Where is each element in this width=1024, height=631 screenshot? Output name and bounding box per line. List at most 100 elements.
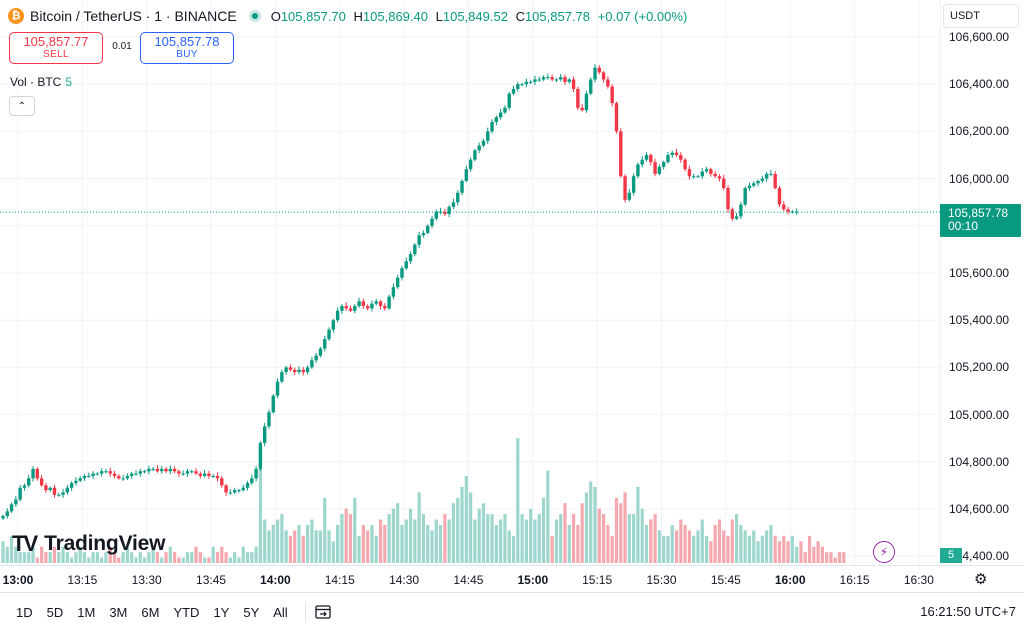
collapse-legend-button[interactable]: ⌃ bbox=[9, 96, 35, 116]
volume-bar bbox=[14, 546, 18, 563]
volume-bar bbox=[653, 514, 657, 563]
candle-body bbox=[267, 412, 271, 427]
candle-body bbox=[130, 473, 134, 476]
volume-bar bbox=[142, 557, 147, 563]
candle-body bbox=[344, 306, 348, 309]
price-axis-label: 105,200.00 bbox=[949, 360, 1010, 375]
time-axis-label: 16:00 bbox=[774, 573, 806, 587]
symbol-header: ₿ Bitcoin / TetherUS · 1 · BINANCE O105,… bbox=[8, 6, 691, 26]
candle-body bbox=[563, 77, 567, 82]
candle-body bbox=[640, 159, 644, 165]
candle-body bbox=[507, 93, 511, 108]
candle-body bbox=[9, 504, 14, 512]
volume-bar bbox=[563, 503, 567, 563]
candle-body bbox=[661, 162, 666, 167]
volume-bar bbox=[580, 503, 584, 563]
volume-bar bbox=[305, 524, 310, 563]
candle-body bbox=[704, 169, 709, 172]
volume-bar bbox=[709, 541, 713, 563]
candle-body bbox=[155, 468, 160, 472]
volume-bar bbox=[606, 524, 610, 563]
sell-button[interactable]: 105,857.77 SELL bbox=[9, 32, 103, 64]
time-axis-label: 13:45 bbox=[196, 573, 227, 587]
volume-bar bbox=[687, 530, 691, 563]
volume-bar bbox=[263, 519, 267, 563]
time-axis[interactable]: ⚙ 13:00 13:15 13:30 13:45 14:00 14:15 14:30 14:… bbox=[0, 565, 1024, 592]
candle-body bbox=[636, 164, 640, 177]
volume-bar bbox=[254, 546, 258, 563]
candle-body bbox=[220, 478, 224, 486]
volume-bar bbox=[417, 492, 421, 563]
volume-bar bbox=[177, 557, 181, 563]
volume-bar bbox=[426, 524, 430, 563]
price-axis-label: 106,400.00 bbox=[949, 77, 1010, 92]
volume-bar bbox=[198, 552, 202, 563]
candle-body bbox=[567, 79, 571, 82]
symbol-title[interactable]: Bitcoin / TetherUS · 1 · BINANCE bbox=[30, 8, 237, 24]
candle-body bbox=[288, 367, 293, 370]
buy-button[interactable]: 105,857.78 BUY bbox=[140, 32, 234, 64]
price-chart[interactable] bbox=[0, 0, 940, 565]
volume-bar bbox=[61, 546, 65, 563]
candle-body bbox=[160, 468, 164, 472]
candlestick-chart-svg[interactable] bbox=[0, 0, 940, 565]
volume-bar bbox=[237, 557, 241, 563]
gear-icon[interactable]: ⚙ bbox=[974, 571, 988, 588]
volume-bar bbox=[807, 535, 812, 563]
candle-body bbox=[794, 211, 799, 213]
volume-indicator-legend[interactable]: Vol · BTC 5 bbox=[10, 75, 72, 89]
candle-body bbox=[228, 492, 233, 494]
tradingview-logo[interactable]: TV TradingView bbox=[12, 531, 165, 557]
time-axis-label: 14:30 bbox=[389, 573, 420, 587]
volume-bar bbox=[833, 557, 837, 563]
change-value: +0.07 (+0.00%) bbox=[597, 8, 688, 24]
candle-body bbox=[78, 478, 82, 481]
candle-body bbox=[297, 369, 301, 373]
volume-bar bbox=[391, 508, 395, 563]
candle-body bbox=[528, 81, 533, 83]
candle-body bbox=[674, 152, 679, 155]
candle-body bbox=[537, 79, 541, 81]
range-1m[interactable]: 1M bbox=[77, 604, 96, 620]
volume-bar bbox=[104, 552, 108, 563]
volume-bar bbox=[829, 552, 833, 563]
close-key: C bbox=[515, 8, 525, 24]
candle-body bbox=[468, 159, 473, 170]
volume-bar bbox=[730, 519, 734, 563]
candle-body bbox=[426, 225, 430, 233]
candle-body bbox=[194, 471, 198, 474]
volume-bar bbox=[443, 514, 447, 563]
volume-bar bbox=[387, 514, 391, 563]
range-3m[interactable]: 3M bbox=[109, 604, 128, 620]
currency-selector[interactable]: USDT bbox=[943, 4, 1019, 28]
price-axis[interactable]: 106,600.00 106,400.00 106,200.00 106,000.00… bbox=[940, 0, 1024, 565]
volume-bar bbox=[293, 530, 297, 563]
range-1d[interactable]: 1D bbox=[16, 604, 33, 620]
date-range-icon[interactable] bbox=[312, 601, 334, 623]
candle-body bbox=[786, 209, 790, 212]
volume-bar bbox=[473, 519, 477, 563]
candle-body bbox=[451, 202, 456, 207]
ohlc-values: O105,857.70 H105,869.40 L105,849.52 C105… bbox=[271, 9, 692, 24]
volume-bar bbox=[610, 535, 614, 563]
candle-body bbox=[696, 176, 700, 178]
volume-bar bbox=[82, 552, 87, 563]
lightning-icon[interactable]: ⚡ bbox=[873, 541, 895, 563]
candle-body bbox=[391, 287, 396, 297]
clock-timezone[interactable]: 16:21:50 UTC+7 bbox=[920, 604, 1016, 619]
range-1y[interactable]: 1Y bbox=[213, 604, 230, 620]
range-5d[interactable]: 5D bbox=[46, 604, 64, 620]
range-ytd[interactable]: YTD bbox=[173, 604, 200, 620]
candle-body bbox=[27, 478, 31, 486]
volume-bar bbox=[602, 514, 606, 563]
candle-body bbox=[147, 468, 151, 472]
range-6m[interactable]: 6M bbox=[141, 604, 160, 620]
range-5y[interactable]: 5Y bbox=[243, 604, 260, 620]
candle-body bbox=[473, 150, 477, 160]
range-all[interactable]: All bbox=[273, 604, 288, 620]
chevron-up-icon: ⌃ bbox=[17, 100, 27, 112]
candle-body bbox=[293, 369, 297, 373]
volume-bar bbox=[52, 546, 57, 563]
volume-bar bbox=[619, 503, 623, 563]
candle-body bbox=[773, 173, 777, 189]
